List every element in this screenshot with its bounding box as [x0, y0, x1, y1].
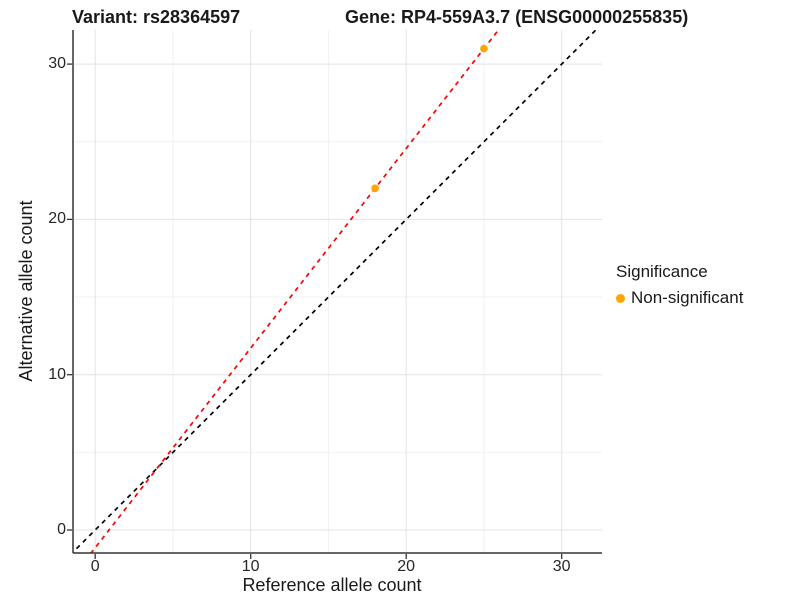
x-axis-title: Reference allele count [242, 575, 422, 595]
legend-title: Significance [616, 262, 708, 281]
y-tick-label: 20 [48, 210, 66, 228]
y-tick-label: 10 [48, 365, 66, 383]
legend: Significance Non-significant [616, 262, 743, 308]
y-axis-title: Alternative allele count [16, 200, 36, 382]
x-tick-label: 20 [397, 558, 416, 575]
x-tick-label: 0 [90, 558, 100, 575]
data-point [480, 44, 488, 53]
y-tick-label: 0 [57, 521, 66, 538]
identity-line [73, 30, 598, 553]
allelic-ratio-line [90, 30, 500, 553]
y-tick-label: 30 [48, 55, 66, 73]
legend-item: Non-significant [616, 288, 743, 308]
x-tick-label: 30 [552, 558, 571, 575]
gene-title: Gene: RP4-559A3.7 (ENSG00000255835) [345, 7, 689, 27]
variant-title: Variant: rs28364597 [72, 7, 241, 27]
legend-point-icon [616, 293, 625, 303]
data-point [371, 184, 379, 193]
x-tick-label: 10 [241, 558, 260, 575]
legend-item-label: Non-significant [631, 288, 744, 307]
